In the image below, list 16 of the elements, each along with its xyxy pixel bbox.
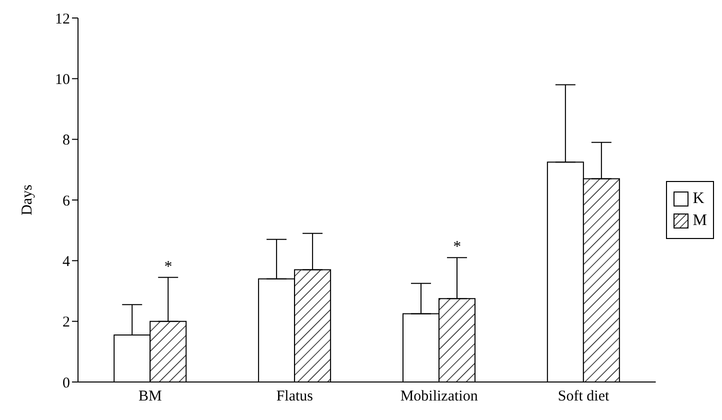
x-tick-label: BM: [138, 388, 162, 405]
y-tick-label: 4: [62, 254, 70, 270]
y-tick-label: 2: [62, 314, 70, 331]
x-tick-label: Soft diet: [558, 388, 610, 405]
text: M: [692, 212, 707, 230]
y-tick-label: 12: [55, 11, 70, 28]
data-label: *: [164, 258, 172, 276]
y-axis-title: Days: [19, 184, 36, 216]
y-tick-label: 8: [62, 132, 70, 149]
y-tick-label: 10: [55, 72, 70, 88]
y-tick-label: 6: [62, 193, 70, 210]
y-tick-label: 0: [62, 375, 70, 392]
data-label: *: [453, 238, 462, 256]
legend-label: K: [692, 190, 704, 208]
x-tick-label: Flatus: [276, 388, 314, 405]
x-tick-label: Mobilization: [400, 388, 478, 405]
